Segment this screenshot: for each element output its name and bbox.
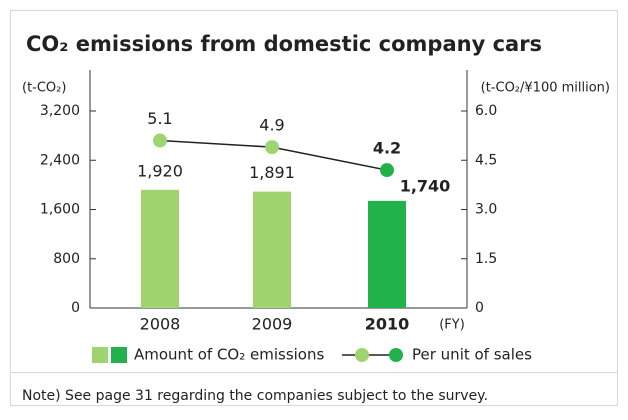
bar [368,200,406,308]
x-axis-label: (FY) [439,318,465,333]
x-tick-label: 2010 [365,315,410,334]
bar-value-label: 1,920 [137,161,183,180]
y-tick-label: 0 [71,300,80,316]
y2-tick-label: 6.0 [475,103,497,119]
x-tick-label: 2008 [140,315,181,334]
y2-tick-label: 3.0 [475,202,497,218]
bar-value-label: 1,740 [400,176,451,195]
y2-tick-label: 0 [475,300,484,316]
y-tick-label: 1,600 [40,202,80,218]
bar [253,191,291,308]
note: Note) See page 31 regarding the companie… [22,388,488,404]
y-axis-label: (t-CO₂) [22,81,66,96]
legend-label: Per unit of sales [412,346,532,364]
x-tick-label: 2009 [252,315,293,334]
y2-tick-label: 1.5 [475,251,497,267]
y-tick-label: 2,400 [40,152,80,168]
legend-swatch [111,347,127,363]
legend-label: Amount of CO₂ emissions [134,346,324,364]
legend-swatch [92,347,108,363]
y2-tick-label: 4.5 [475,152,497,168]
y-tick-label: 3,200 [40,103,80,119]
legend-marker [389,348,403,362]
chart-title: CO₂ emissions from domestic company cars [26,32,542,56]
legend-marker [355,348,369,362]
line-point [380,163,394,178]
bar-value-label: 1,891 [249,163,295,182]
bar [141,189,179,308]
frame [10,10,618,406]
y2-axis-label: (t-CO₂/¥100 million) [481,81,610,96]
line-value-label: 4.9 [259,116,284,135]
line-value-label: 5.1 [147,109,172,128]
line-point [153,133,167,148]
y-tick-label: 800 [53,251,80,267]
line-value-label: 4.2 [373,139,401,158]
line-point [265,140,279,155]
